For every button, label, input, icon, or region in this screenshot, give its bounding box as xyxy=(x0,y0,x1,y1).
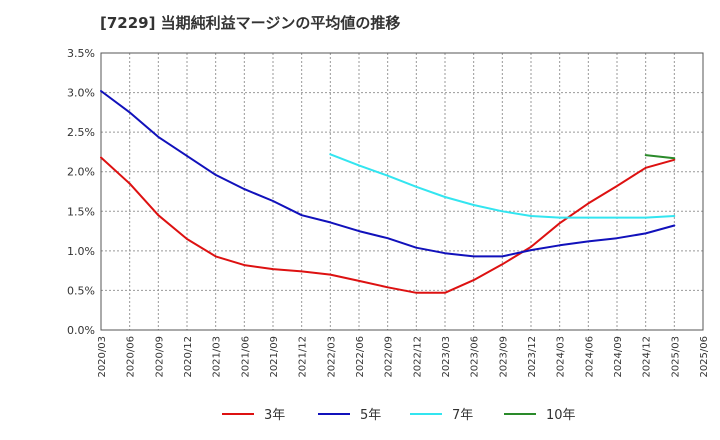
y-tick-label: 1.5% xyxy=(67,205,95,218)
legend-label-1: 3年 xyxy=(264,408,285,423)
y-tick-label: 3.0% xyxy=(67,87,95,100)
x-tick-label: 2023/03 xyxy=(441,336,452,378)
series-line-3 xyxy=(329,153,676,219)
legend-label-4: 10年 xyxy=(546,408,576,423)
x-tick-label: 2024/12 xyxy=(642,336,653,378)
x-tick-label: 2020/06 xyxy=(126,336,137,378)
series-line-2 xyxy=(100,90,676,258)
x-tick-label: 2020/09 xyxy=(154,336,165,378)
chart-title: [7229] 当期純利益マージンの平均値の推移 xyxy=(100,14,401,32)
x-tick-label: 2021/06 xyxy=(240,336,251,378)
y-tick-label: 2.5% xyxy=(67,126,95,139)
series-line-4 xyxy=(644,154,676,160)
x-tick-label: 2022/03 xyxy=(326,336,337,378)
x-tick-label: 2022/12 xyxy=(412,336,423,378)
y-tick-label: 2.0% xyxy=(67,166,95,179)
x-tick-label: 2020/12 xyxy=(183,336,194,378)
x-tick-label: 2025/03 xyxy=(670,336,681,378)
x-tick-label: 2021/03 xyxy=(212,336,223,378)
plot-frame xyxy=(100,52,704,331)
x-tick-label: 2023/06 xyxy=(470,336,481,378)
x-tick-label: 2024/09 xyxy=(613,336,624,378)
series-line-1 xyxy=(100,156,676,294)
x-tick-label: 2022/06 xyxy=(355,336,366,378)
x-tick-label: 2023/09 xyxy=(498,336,509,378)
x-tick-label: 2021/12 xyxy=(298,336,309,378)
x-tick-label: 2024/03 xyxy=(556,336,567,378)
plot-area xyxy=(101,53,703,330)
legend-label-3: 7年 xyxy=(452,408,473,423)
y-tick-label: 1.0% xyxy=(67,245,95,258)
y-tick-label: 3.5% xyxy=(67,47,95,60)
y-tick-label: 0.0% xyxy=(67,324,95,337)
x-tick-label: 2025/06 xyxy=(699,336,710,378)
x-tick-label: 2024/06 xyxy=(584,336,595,378)
legend-label-2: 5年 xyxy=(360,408,381,423)
x-tick-label: 2023/12 xyxy=(527,336,538,378)
x-tick-label: 2021/09 xyxy=(269,336,280,378)
x-tick-label: 2020/03 xyxy=(97,336,108,378)
y-tick-label: 0.5% xyxy=(67,284,95,297)
x-tick-label: 2022/09 xyxy=(384,336,395,378)
